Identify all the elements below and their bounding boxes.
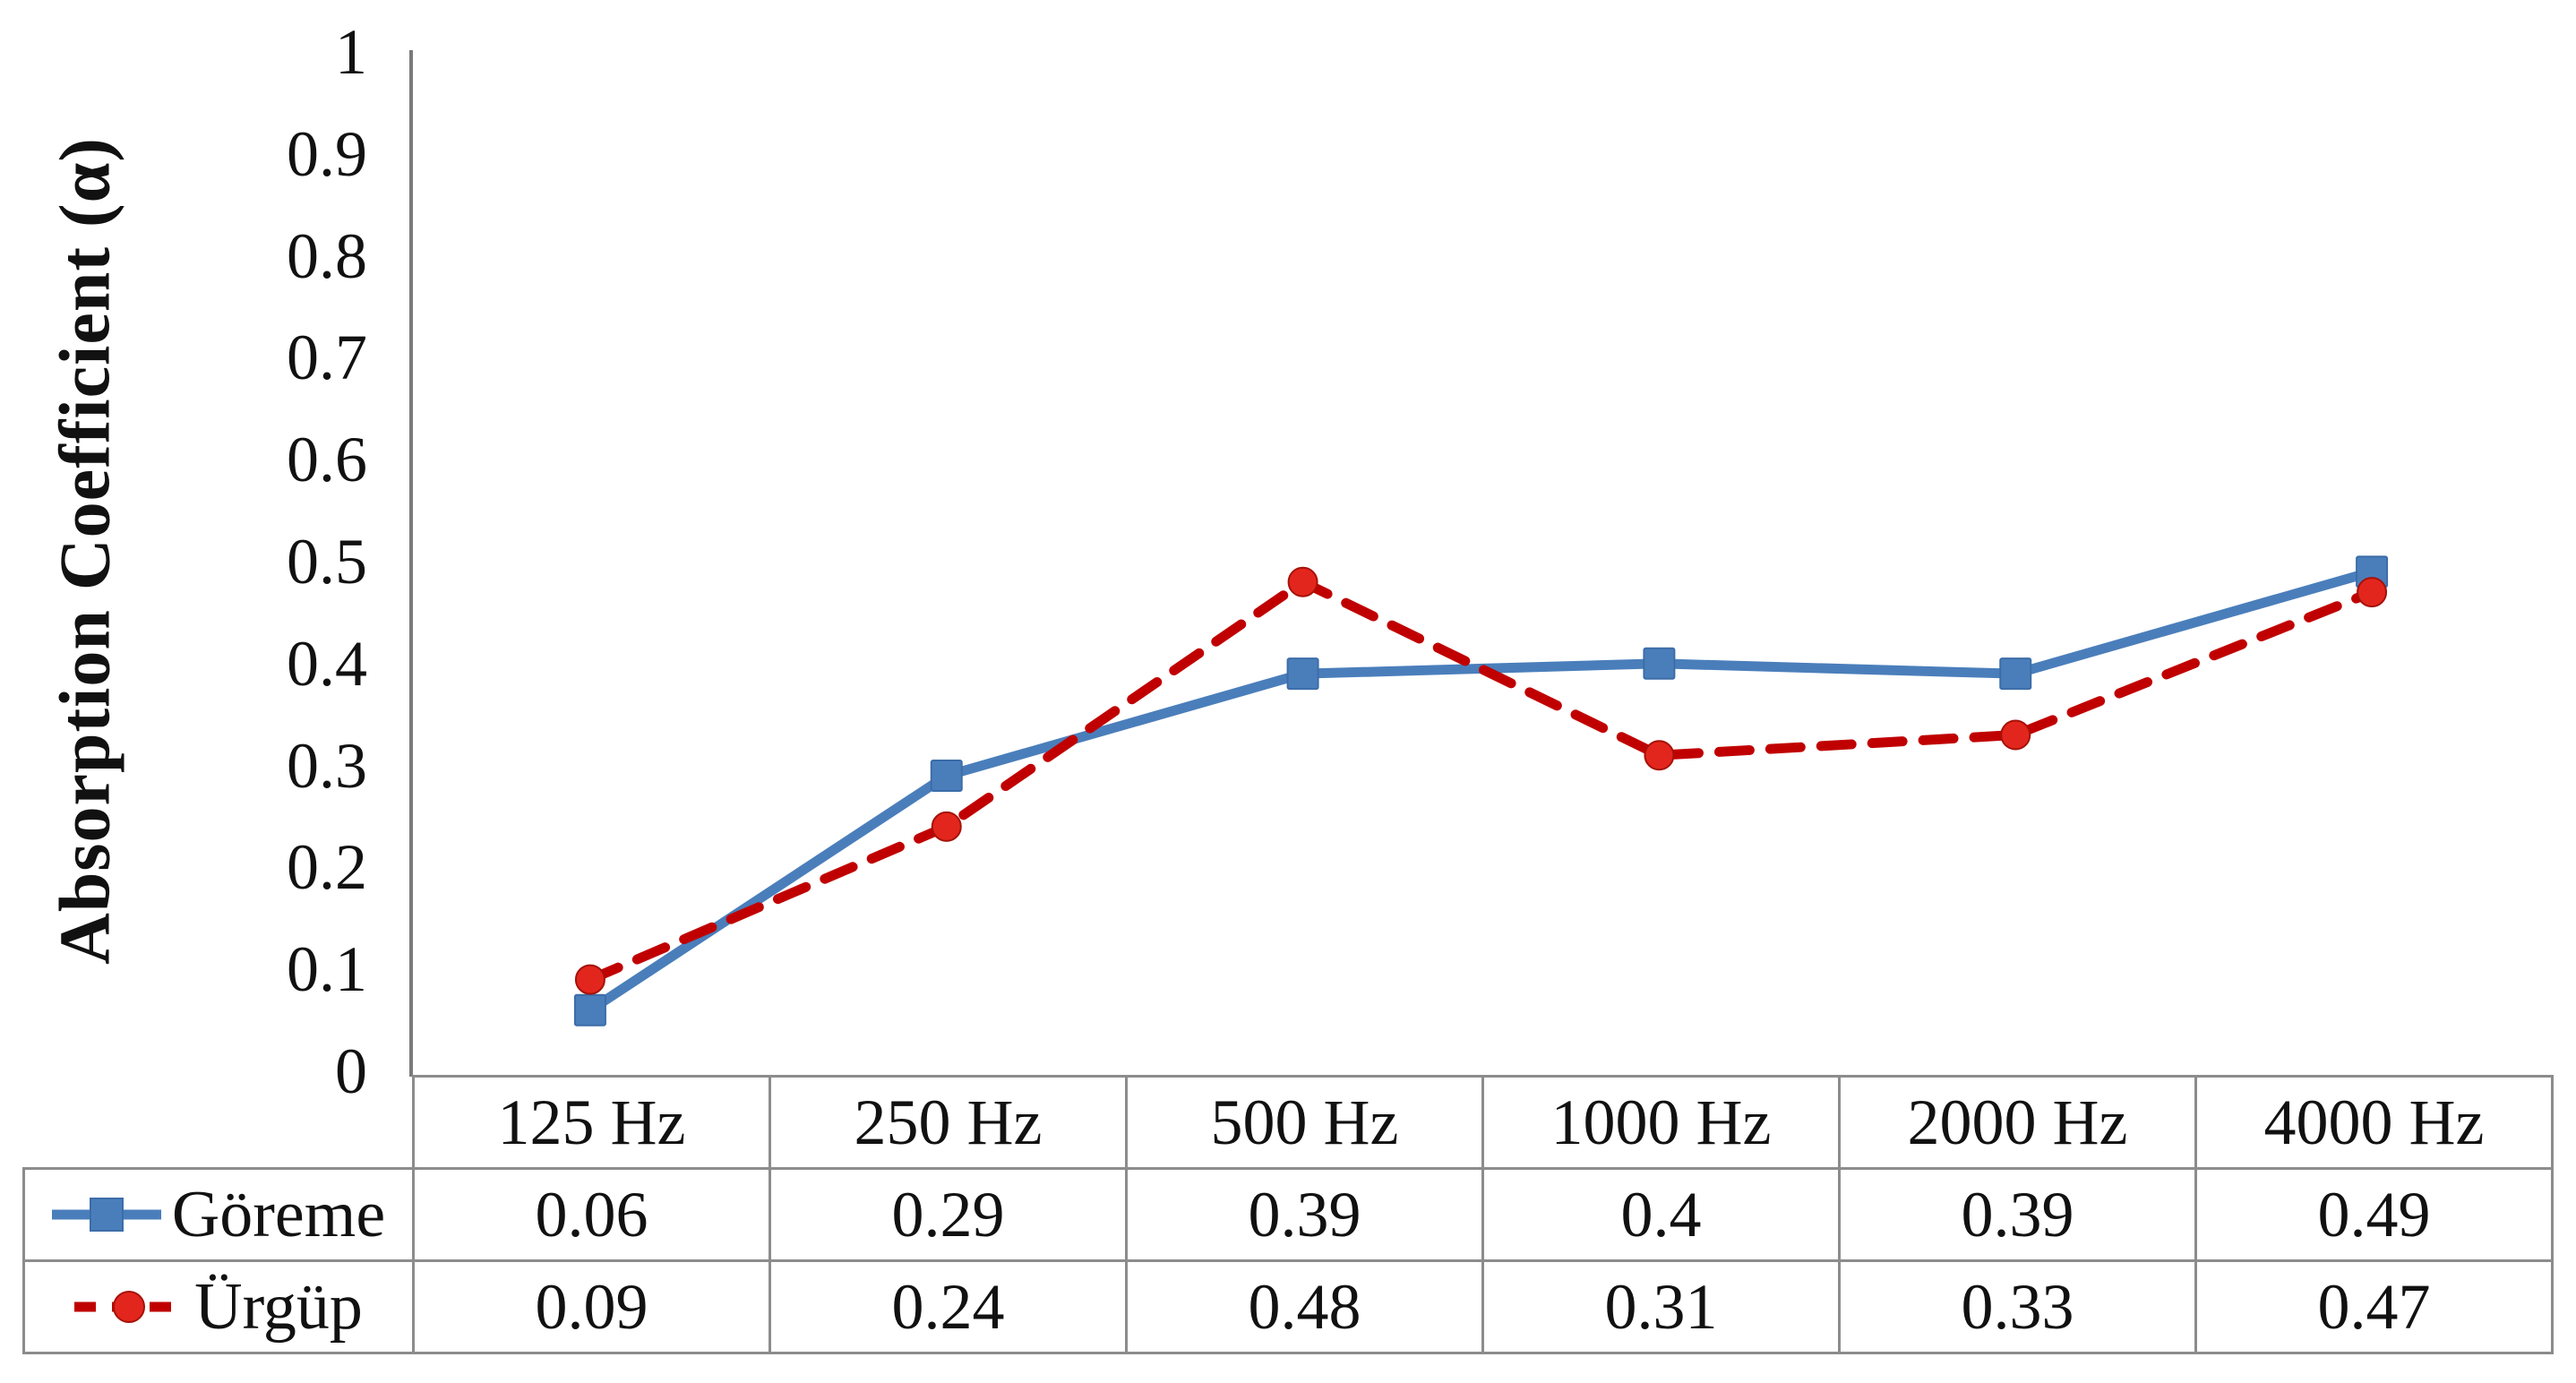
y-tick-label: 0.8 xyxy=(287,219,367,292)
legend-cell: Ürgüp xyxy=(22,1259,415,1354)
table-header-row: 125 Hz 250 Hz 500 Hz 1000 Hz 2000 Hz 4000 Hz xyxy=(23,1075,2554,1170)
value-cell: 0.29 xyxy=(769,1167,1128,1262)
series-marker-circle xyxy=(1287,566,1318,597)
chart-data-table: 125 Hz 250 Hz 500 Hz 1000 Hz 2000 Hz 4000 Hz G… xyxy=(22,1075,2554,1354)
value-cell: 0.47 xyxy=(2194,1259,2554,1354)
series-marker-square xyxy=(1999,657,2032,691)
value-cell: 0.39 xyxy=(1125,1167,1484,1262)
y-axis-line xyxy=(409,50,413,1077)
value-cell: 0.33 xyxy=(1838,1259,2197,1354)
table-row-goreme: Göreme 0.06 0.29 0.39 0.4 0.39 0.49 xyxy=(22,1167,2554,1262)
freq-header-cell: 125 Hz xyxy=(412,1075,771,1170)
series-marker-circle xyxy=(574,964,605,995)
value-cell: 0.24 xyxy=(769,1259,1128,1354)
value-cell: 0.48 xyxy=(1125,1259,1484,1354)
freq-header-cell: 2000 Hz xyxy=(1838,1075,2197,1170)
legend-cell: Göreme xyxy=(22,1167,415,1262)
value-cell: 0.06 xyxy=(412,1167,771,1262)
y-tick-label: 0.9 xyxy=(287,117,367,190)
y-tick-label: 0.5 xyxy=(287,526,367,597)
freq-header-cell: 4000 Hz xyxy=(2194,1075,2554,1170)
circle-marker-icon xyxy=(113,1291,146,1323)
series-marker-circle xyxy=(1644,740,1675,771)
blank-corner-cell xyxy=(23,1076,415,1170)
y-tick-label: 0.3 xyxy=(287,729,367,802)
table-row-urgup: Ürgüp 0.09 0.24 0.48 0.31 0.33 0.47 xyxy=(22,1259,2554,1354)
freq-header-cell: 1000 Hz xyxy=(1481,1075,1841,1170)
series-marker-circle xyxy=(931,811,962,842)
y-tick-label: 0.2 xyxy=(287,831,367,904)
series-marker-circle xyxy=(2357,577,2388,608)
value-cell: 0.09 xyxy=(412,1259,771,1354)
freq-header-cell: 500 Hz xyxy=(1125,1075,1484,1170)
value-cell: 0.49 xyxy=(2194,1167,2554,1262)
series-marker-square xyxy=(1643,647,1676,680)
y-tick-label: 0.4 xyxy=(287,627,367,700)
series-marker-square xyxy=(573,993,606,1027)
legend-key-dashed-line-icon xyxy=(74,1287,185,1327)
series-marker-square xyxy=(930,759,963,792)
series-line-urgup xyxy=(585,577,2377,985)
series-line-goreme xyxy=(585,566,2377,1016)
legend-key-solid-line-icon xyxy=(51,1195,161,1234)
series-marker-circle xyxy=(2000,719,2031,751)
series-name: Ürgüp xyxy=(194,1269,363,1344)
freq-header-cell: 250 Hz xyxy=(769,1075,1128,1170)
series-name: Göreme xyxy=(171,1177,386,1251)
y-tick-label: 1 xyxy=(335,16,367,88)
y-tick-label: 0.1 xyxy=(287,933,367,1006)
value-cell: 0.39 xyxy=(1838,1167,2197,1262)
value-cell: 0.31 xyxy=(1481,1259,1841,1354)
value-cell: 0.4 xyxy=(1481,1167,1841,1262)
series-marker-square xyxy=(1286,657,1319,691)
y-tick-label: 0.7 xyxy=(287,322,367,394)
y-tick-label: 0.6 xyxy=(287,424,367,496)
square-marker-icon xyxy=(89,1198,124,1232)
